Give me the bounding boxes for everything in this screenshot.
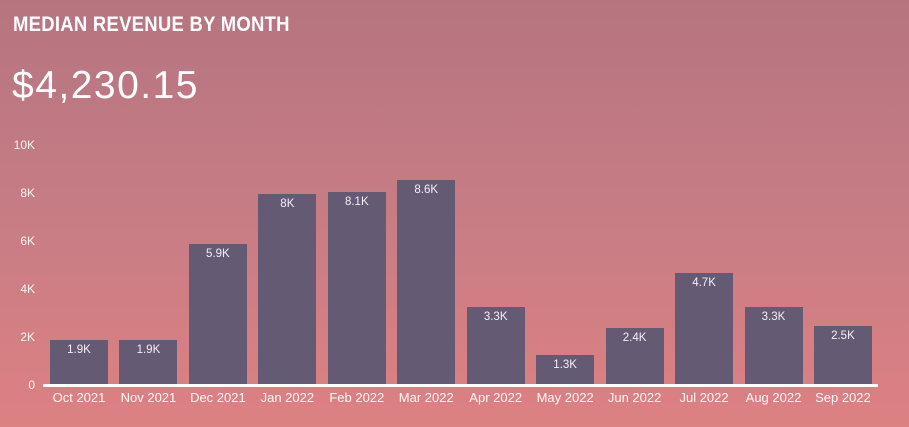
bar-value-label: 1.9K <box>67 344 91 356</box>
bar-may-2022[interactable]: 1.3K <box>536 355 595 386</box>
bar-dec-2021[interactable]: 5.9K <box>188 244 247 386</box>
bar-value-label: 1.3K <box>553 359 577 371</box>
x-axis-label-jan-2022: Jan 2022 <box>260 390 315 405</box>
bar-aug-2022[interactable]: 3.3K <box>744 307 803 386</box>
bar-value-label: 8.6K <box>414 184 439 196</box>
x-axis-label-jun-2022: Jun 2022 <box>607 390 662 405</box>
kpi-value: $4,230.15 <box>12 64 200 107</box>
bar-value-label: 2.4K <box>622 332 647 344</box>
y-axis-tick-label: 10K <box>13 138 35 152</box>
bar-value-label: 5.9K <box>206 248 230 260</box>
bar-jun-2022[interactable]: 2.4K <box>605 328 664 386</box>
bar-value-label: 3.3K <box>483 311 508 323</box>
x-axis-label-sep-2022: Sep 2022 <box>815 390 871 405</box>
bar-value-label: 1.9K <box>136 344 161 356</box>
y-axis-tick-label: 6K <box>20 234 35 248</box>
bar-value-label: 8K <box>280 198 295 210</box>
x-axis-label-may-2022: May 2022 <box>536 390 594 405</box>
x-axis-line <box>43 384 878 387</box>
chart-title: MEDIAN REVENUE BY MONTH <box>13 13 290 36</box>
x-axis-label-mar-2022: Mar 2022 <box>398 390 454 405</box>
x-axis-label-nov-2021: Nov 2021 <box>120 390 177 405</box>
bar-value-label: 4.7K <box>692 277 716 289</box>
y-axis-tick-label: 8K <box>20 186 35 200</box>
bar-mar-2022[interactable]: 8.6K <box>397 180 456 386</box>
x-axis-label-dec-2021: Dec 2021 <box>190 390 246 405</box>
bar-oct-2021[interactable]: 1.9K <box>50 340 108 386</box>
bar-jul-2022[interactable]: 4.7K <box>675 273 734 386</box>
x-axis-label-oct-2021: Oct 2021 <box>52 390 106 405</box>
y-axis-tick-label: 0 <box>28 378 35 392</box>
bar-value-label: 2.5K <box>831 330 855 342</box>
y-axis-tick-label: 4K <box>20 282 35 296</box>
bar-nov-2021[interactable]: 1.9K <box>119 340 178 386</box>
bar-feb-2022[interactable]: 8.1K <box>327 192 386 386</box>
bar-value-label: 8.1K <box>344 196 369 208</box>
bar-apr-2022[interactable]: 3.3K <box>466 307 525 386</box>
x-axis-label-aug-2022: Aug 2022 <box>745 390 802 405</box>
x-axis-label-apr-2022: Apr 2022 <box>469 390 523 405</box>
y-axis-tick-label: 2K <box>20 330 35 344</box>
bar-sep-2022[interactable]: 2.5K <box>813 326 872 386</box>
bar-jan-2022[interactable]: 8K <box>258 194 317 386</box>
plot-area: 1.9K 1.9K 5.9K 8K 8.1K 8.6K 3.3K 1.3K 2.4K 4.7K 3.… <box>43 146 878 386</box>
x-axis-label-feb-2022: Feb 2022 <box>329 390 385 405</box>
x-axis-label-jul-2022: Jul 2022 <box>679 390 729 405</box>
bar-value-label: 3.3K <box>761 311 786 323</box>
